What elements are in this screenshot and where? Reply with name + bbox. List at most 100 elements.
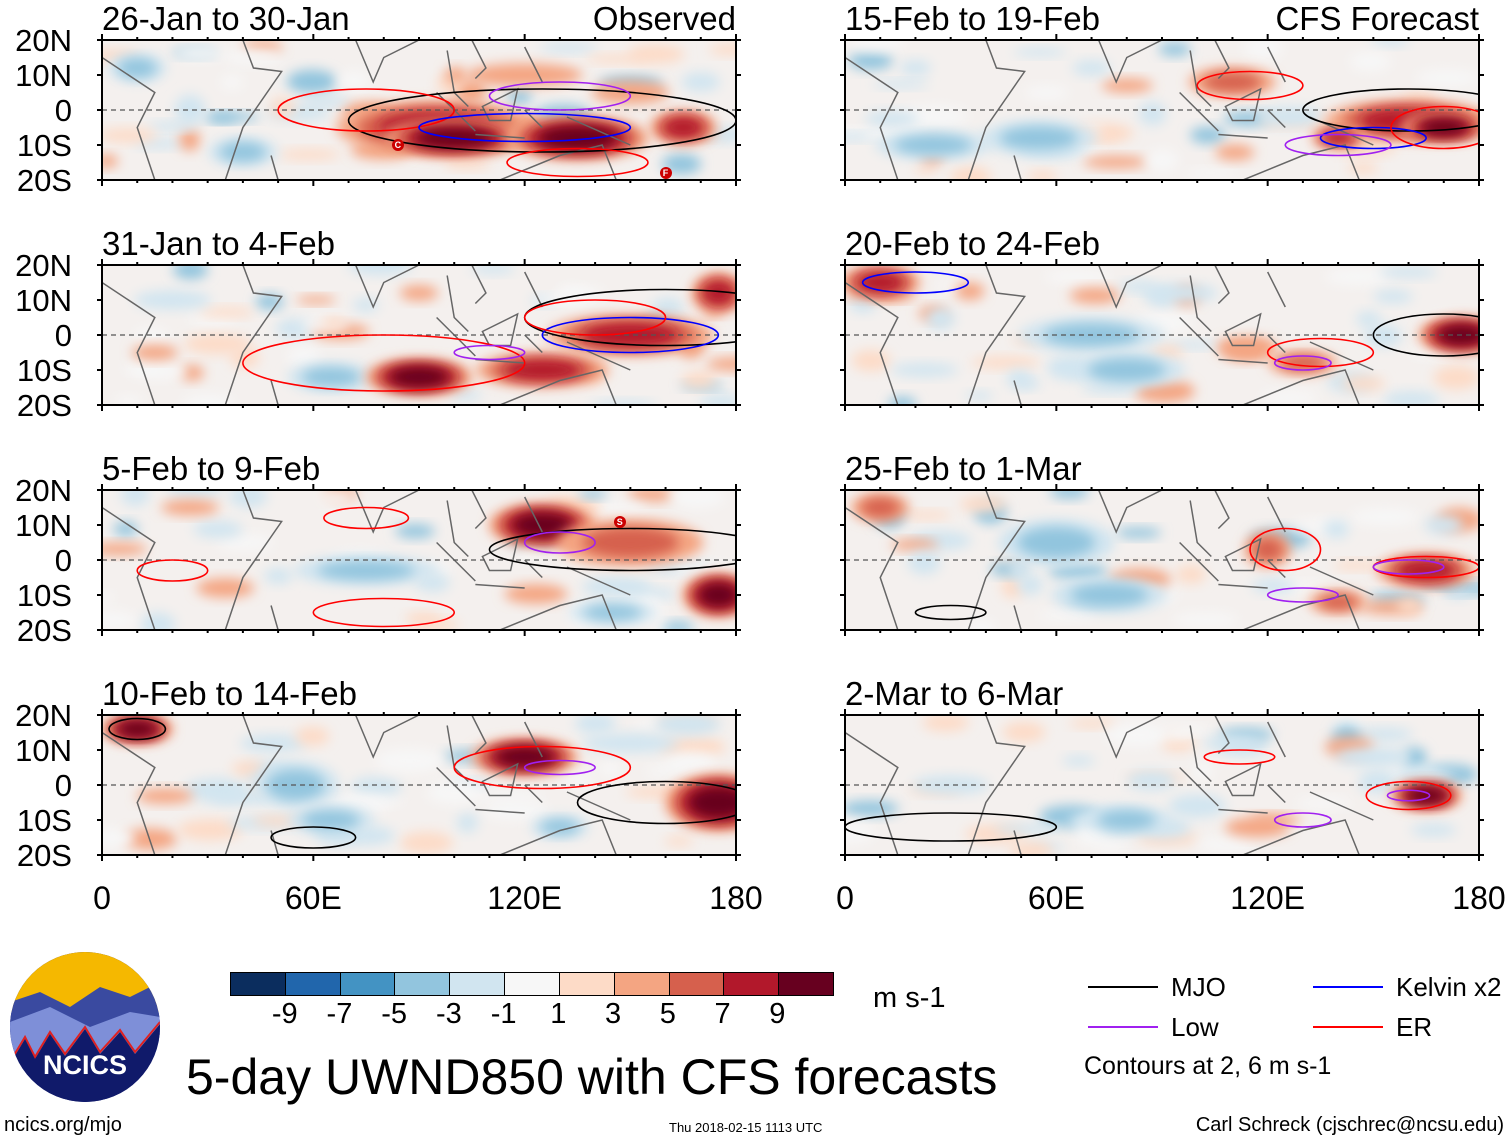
anomaly-patch (1096, 840, 1128, 853)
anomaly-patch (1243, 40, 1283, 59)
anomaly-patch (662, 752, 718, 776)
anomaly-patch (590, 400, 658, 405)
map-panel (840, 259, 1484, 411)
anomaly-patch (681, 372, 717, 389)
anomaly-patch (651, 297, 684, 319)
anomaly-patch (1105, 723, 1169, 747)
anomaly-patch (166, 490, 223, 499)
anomaly-patch (375, 748, 444, 773)
anomaly-patch (1146, 149, 1179, 172)
anomaly-blob (174, 94, 206, 126)
anomaly-patch (1162, 725, 1196, 741)
wave-contour (1273, 355, 1332, 371)
anomaly-patch (955, 282, 985, 301)
anomaly-patch (323, 317, 345, 329)
lat-label: 10S (16, 578, 72, 613)
anomaly-patch (1296, 797, 1352, 809)
anomaly-patch (470, 265, 516, 274)
anomaly-patch (1189, 126, 1227, 144)
wave-contour (312, 597, 456, 628)
anomaly-blob (1203, 72, 1262, 92)
anomaly-patch (1333, 560, 1380, 570)
wave-contour (453, 344, 526, 361)
anomaly-patch (295, 726, 330, 746)
map-panel (840, 484, 1484, 636)
anomaly-blob (399, 285, 439, 301)
colorbar-swatch (285, 973, 341, 995)
anomaly-patch (182, 394, 235, 405)
anomaly-blob (1088, 358, 1166, 382)
figure-title: 5-day UWND850 with CFS forecasts (186, 1049, 998, 1105)
anomaly-blob (389, 367, 449, 387)
anomaly-patch (270, 97, 296, 117)
anomaly-patch (172, 265, 209, 280)
wave-contour (1372, 313, 1479, 357)
anomaly-patch (1002, 721, 1046, 743)
colorbar-unit: m s-1 (873, 982, 946, 1014)
source-url[interactable]: ncics.org/mjo (4, 1114, 122, 1136)
anomaly-patch (102, 128, 157, 143)
anomaly-blob (1334, 747, 1413, 767)
lat-label: 10S (16, 803, 72, 838)
author-credit: Carl Schreck (cjschrec@ncsu.edu) (1195, 1114, 1504, 1136)
anomaly-patch (102, 154, 118, 168)
anomaly-patch (115, 395, 143, 405)
anomaly-patch (1158, 42, 1191, 57)
lon-label: 180 (709, 880, 763, 916)
panel-title: 15-Feb to 19-Feb (845, 0, 1100, 37)
colorbar-swatch (669, 973, 725, 995)
wave-contour (1390, 105, 1479, 150)
anomaly-patch (1349, 508, 1420, 526)
map-panel (840, 34, 1484, 186)
anomaly-blob (1397, 560, 1456, 581)
contour-note: Contours at 2, 6 m s-1 (1084, 1052, 1332, 1080)
anomaly-patch (1410, 823, 1457, 837)
anomaly-patch (598, 761, 622, 777)
lat-label: 0 (54, 93, 72, 128)
anomaly-patch (506, 89, 532, 104)
legend-line-icon (1088, 986, 1158, 988)
anomaly-patch (845, 821, 875, 845)
anomaly-patch (177, 819, 243, 841)
anomaly-patch (1126, 770, 1176, 791)
wave-contour (136, 559, 209, 582)
legend-label: ER (1396, 1012, 1433, 1042)
anomaly-patch (1402, 747, 1427, 769)
wave-contour (861, 271, 970, 294)
anomaly-blob (301, 367, 361, 387)
wave-contour (488, 81, 632, 111)
anomaly-patch (1006, 369, 1033, 388)
map-panel (97, 34, 741, 186)
anomaly-blob (117, 721, 157, 737)
anomaly-patch (134, 328, 168, 346)
wave-contour (523, 531, 596, 554)
legend-label: Kelvin x2 (1396, 972, 1502, 1002)
panel-title: 10-Feb to 14-Feb (102, 675, 357, 712)
anomaly-blob (160, 499, 220, 516)
colorbar-swatch (395, 973, 451, 995)
anomaly-patch (198, 307, 255, 318)
anomaly-patch (318, 491, 355, 506)
lat-label: 0 (54, 543, 72, 578)
legend-line-icon (1313, 1026, 1383, 1028)
anomaly-blob (1070, 583, 1148, 607)
colorbar-label: 9 (769, 998, 786, 1030)
lat-label: 20N (15, 698, 72, 733)
map-panel (97, 259, 741, 411)
wave-contour (323, 506, 410, 530)
anomaly-patch (296, 295, 337, 304)
anomaly-patch (1373, 289, 1413, 304)
anomaly-patch (1017, 574, 1043, 595)
anomaly-blob (1203, 735, 1262, 751)
colorbar-label: -7 (326, 998, 353, 1030)
anomaly-patch (922, 715, 970, 732)
anomaly-patch (581, 576, 652, 597)
anomaly-patch (139, 612, 176, 630)
anomaly-patch (1069, 287, 1121, 304)
anomaly-patch (179, 128, 200, 152)
anomaly-blob (1072, 60, 1111, 76)
legend-line-icon (1313, 986, 1383, 988)
lat-label: 10N (15, 508, 72, 543)
wave-contour (1386, 789, 1431, 802)
anomaly-patch (1258, 106, 1324, 127)
